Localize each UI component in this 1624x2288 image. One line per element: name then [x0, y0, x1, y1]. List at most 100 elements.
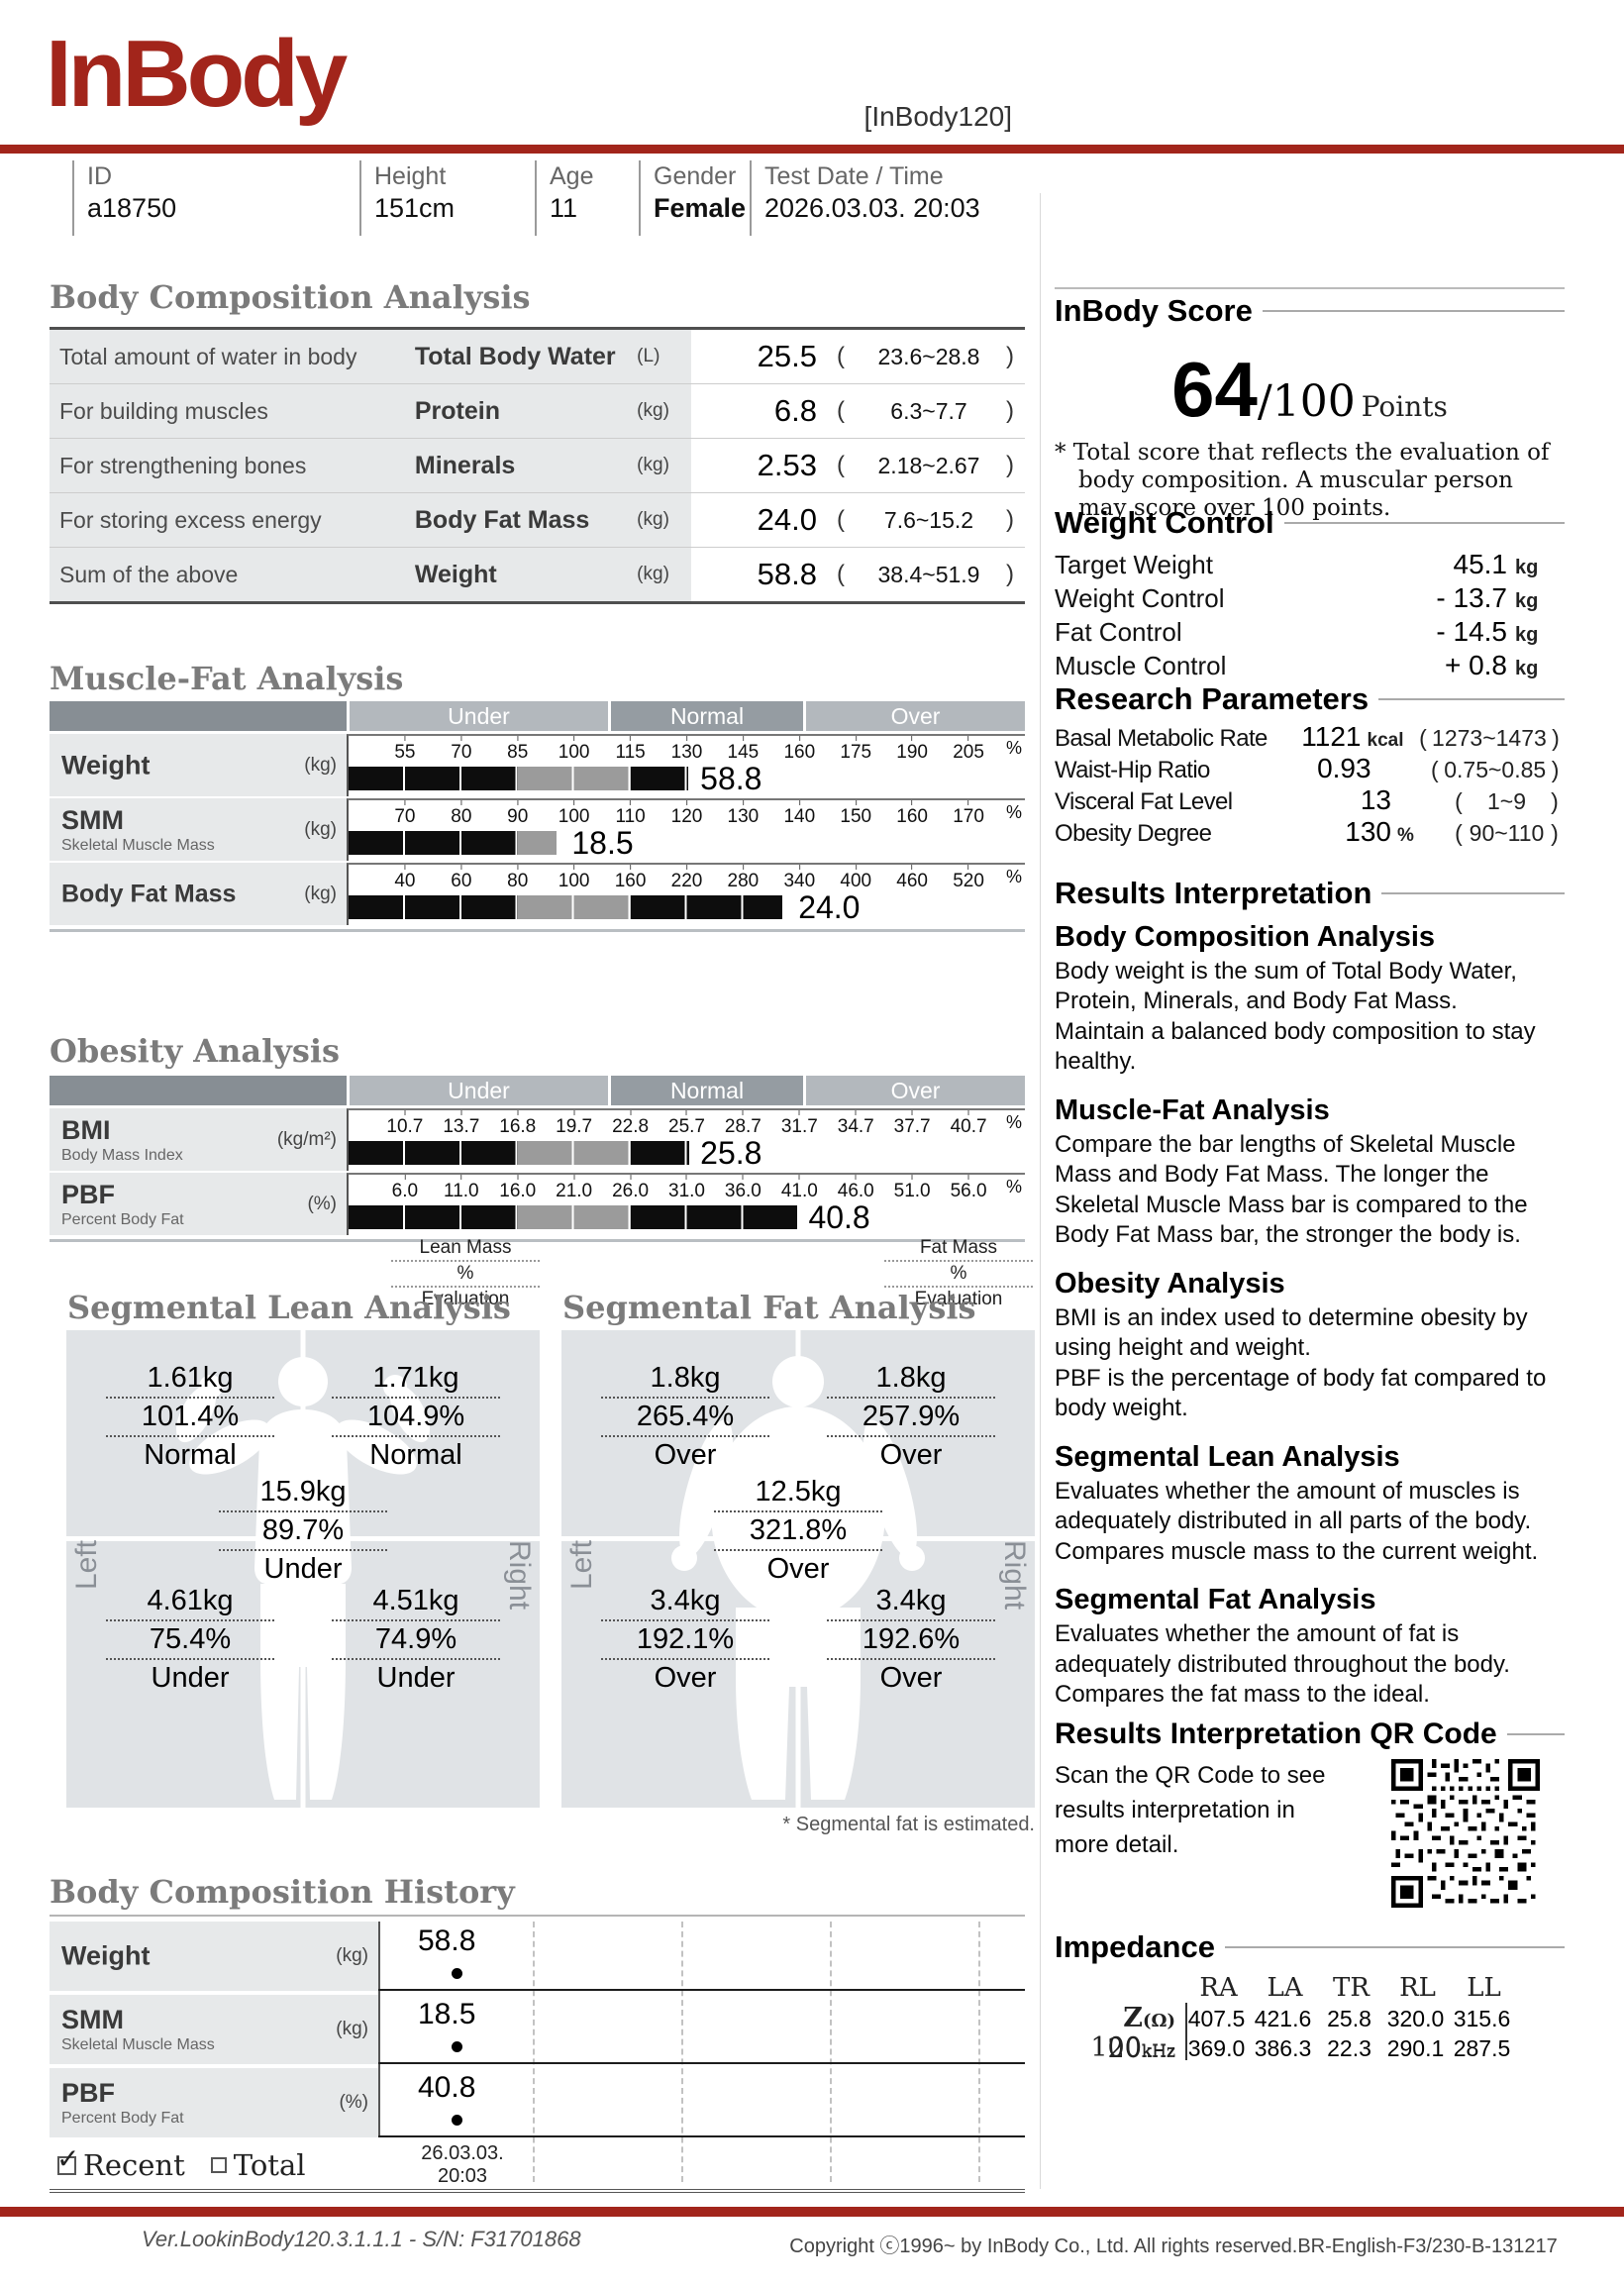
research-range: 1273~1473 — [1432, 725, 1547, 751]
row-unit: (kg) — [304, 818, 337, 840]
control-value: - 13.7 — [1436, 582, 1507, 613]
row-label: Total Body Water — [414, 342, 616, 370]
section-title-score: InBody Score — [1055, 293, 1565, 329]
segmental-fat-panel: Left Right 1.8kg 265.4% Over 1.8kg 257.9% Ov… — [561, 1330, 1035, 1808]
tick: 40.7 — [951, 1110, 987, 1138]
tick: 70 — [394, 800, 415, 828]
research-label: Visceral Fat Level — [1055, 788, 1233, 815]
percent: 265.4% — [601, 1399, 769, 1437]
history-point — [452, 2115, 462, 2126]
tick: 37.7 — [894, 1110, 931, 1138]
interp-heading: Body Composition Analysis — [1055, 921, 1436, 953]
row-range: 6.3~7.7 — [890, 397, 967, 424]
row-value: 2.53 — [757, 448, 817, 482]
tick: 175 — [840, 736, 871, 764]
band-under: Under — [350, 1076, 608, 1105]
total-checkbox[interactable] — [210, 2157, 227, 2173]
side-label-left: Left — [70, 1540, 103, 1591]
tick: 16.8 — [499, 1110, 536, 1138]
section-title-segmental-fat: Segmental Fat Analysis — [562, 1289, 976, 1326]
side-label-right: Right — [503, 1540, 536, 1611]
paren-close: ) — [1551, 757, 1560, 782]
row-unit: (kg) — [304, 754, 337, 776]
row-label: Protein — [414, 396, 500, 425]
tick: 280 — [728, 865, 760, 892]
tick: 100 — [558, 865, 590, 892]
band-header: Under Normal Over — [50, 1076, 1025, 1105]
section-title-muscle-fat: Muscle-Fat Analysis — [50, 660, 404, 697]
title-text: Research Parameters — [1055, 681, 1370, 716]
row-label-cell: SMM Skeletal Muscle Mass (kg) — [50, 798, 347, 861]
impedance-value: 315.6 — [1453, 2006, 1511, 2031]
tick: 28.7 — [725, 1110, 761, 1138]
lean-left-arm: 1.61kg 101.4% Normal — [106, 1360, 274, 1474]
percent-unit: % — [1005, 802, 1022, 822]
impedance-row-20khz: Z(Ω) 20kHz 407.5 421.6 25.8 320.0 315.6 — [1055, 2003, 1565, 2064]
bar-row-bmi: BMI Body Mass Index (kg/m²) 10.7 13.7 16.8 1… — [50, 1108, 1025, 1171]
history-baseline — [378, 1989, 1025, 1991]
column-divider — [1040, 193, 1041, 2189]
row-label-cell: Weight (kg) — [50, 734, 347, 796]
footer-version: Ver.LookinBody120.3.1.1.1 - S/N: F317018… — [142, 2227, 581, 2251]
control-row: Fat Control - 14.5 kg — [1055, 616, 1565, 650]
fat-right-arm: 1.8kg 257.9% Over — [827, 1360, 995, 1474]
bar — [349, 831, 1025, 855]
row-label: Body Fat Mass — [414, 505, 590, 534]
panel-vertical-divider — [795, 1330, 801, 1808]
legend-line: % — [884, 1260, 1033, 1286]
paren-close: ) — [1551, 788, 1559, 814]
impedance-value: 386.3 — [1254, 2035, 1312, 2061]
tick: 115 — [615, 736, 645, 764]
panel-horizontal-divider — [66, 1536, 540, 1541]
row-range: 38.4~51.9 — [877, 561, 980, 587]
evaluation: Over — [879, 1662, 943, 1694]
percent: 74.9% — [332, 1621, 500, 1660]
row-sublabel: Body Mass Index — [61, 1146, 183, 1164]
tick: 160 — [615, 865, 647, 892]
row-label-cell: Body Fat Mass (kg) — [50, 863, 347, 925]
bar-row-smm: SMM Skeletal Muscle Mass (kg) 70 80 90 100 11… — [50, 798, 1025, 861]
frequency: 100 — [1090, 2032, 1142, 2063]
paren-open: ( — [837, 397, 845, 424]
inbody-logo: InBody — [46, 21, 348, 127]
row-label: PBF — [61, 2078, 115, 2108]
tick: 190 — [896, 736, 928, 764]
impedance-value: 287.5 — [1453, 2035, 1511, 2061]
info-test-date: Test Date / Time 2026.03.03. 20:03 — [750, 160, 1188, 236]
paren-close: ) — [1006, 452, 1014, 478]
evaluation: Normal — [369, 1439, 462, 1471]
col-header: TR — [1333, 1973, 1370, 2003]
recent-checkbox[interactable]: ✓ — [56, 2142, 79, 2175]
row-label: Weight — [61, 1940, 151, 1971]
lean-right-arm: 1.71kg 104.9% Normal — [332, 1360, 500, 1474]
history-point — [452, 2041, 462, 2052]
percent: 101.4% — [106, 1399, 274, 1437]
history-baseline — [378, 2135, 1025, 2137]
percent-unit: % — [1005, 867, 1022, 886]
mass: 1.8kg — [601, 1360, 769, 1399]
history-date-line1: 26.03.03. — [421, 2142, 504, 2164]
bar — [349, 767, 1025, 790]
tick: 110 — [615, 800, 645, 828]
info-value: a18750 — [87, 193, 177, 223]
impedance-divider — [1185, 2003, 1187, 2060]
tick: 140 — [783, 800, 815, 828]
side-label-left: Left — [565, 1540, 598, 1591]
legend-line: Evaluation — [884, 1286, 1033, 1311]
row-value: 58.8 — [757, 557, 817, 591]
percent: 104.9% — [332, 1399, 500, 1437]
qr-instructions: Scan the QR Code to see results interpre… — [1055, 1762, 1326, 1858]
legend-line: Lean Mass — [419, 1237, 512, 1258]
frequency: 20 — [1107, 2033, 1142, 2064]
bar — [349, 895, 1025, 919]
footer-red-rule — [0, 2207, 1624, 2217]
col-header: RL — [1399, 1973, 1436, 2003]
tick: 145 — [728, 736, 760, 764]
row-sublabel: Skeletal Muscle Mass — [61, 2036, 215, 2053]
tick: 31.7 — [781, 1110, 818, 1138]
fat-trunk: 12.5kg 321.8% Over — [714, 1474, 882, 1588]
footer-copyright: Copyright ⓒ1996~ by InBody Co., Ltd. All… — [789, 2236, 1558, 2257]
history-point — [452, 1968, 462, 1979]
research-value: 0.93 — [1317, 753, 1371, 783]
row-label: Weight — [414, 560, 497, 588]
